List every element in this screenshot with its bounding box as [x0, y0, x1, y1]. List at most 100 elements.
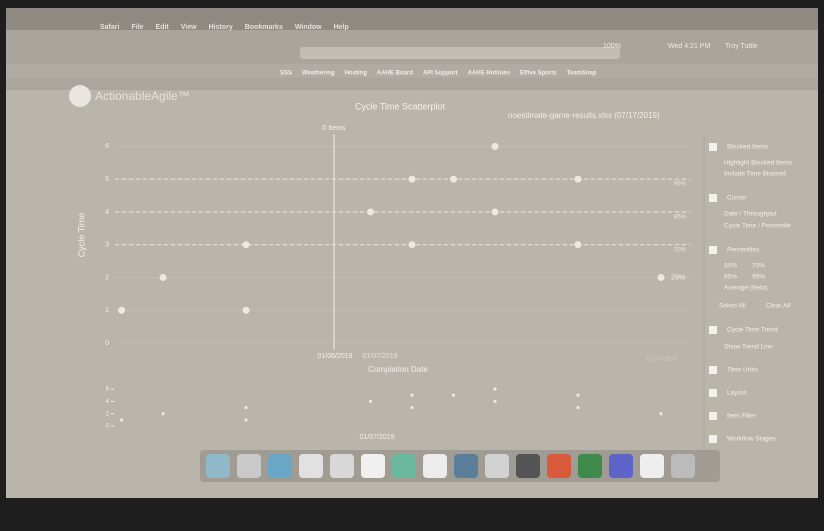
overview-point	[410, 405, 414, 410]
sidebar-icon	[709, 143, 717, 151]
menu-item[interactable]: History	[209, 24, 233, 31]
menu-item[interactable]: File	[131, 24, 143, 31]
logo	[69, 85, 91, 107]
overview-point	[244, 405, 248, 410]
menu-bar	[6, 8, 818, 30]
dock-icon[interactable]	[268, 454, 292, 478]
menu-item[interactable]: Safari	[100, 24, 120, 31]
overview-point	[161, 412, 165, 416]
percentile-label: 95%	[674, 182, 687, 188]
bookmark[interactable]: Hosting	[345, 71, 368, 77]
dock-icon[interactable]	[640, 454, 664, 478]
point[interactable]	[450, 175, 458, 183]
point[interactable]	[242, 241, 250, 249]
sidebar-option[interactable]: Highlight Blocked Items	[724, 160, 793, 167]
dock-icon[interactable]	[392, 454, 416, 478]
menu-item[interactable]: Window	[295, 24, 322, 31]
y-tick-label: 0	[105, 340, 109, 347]
sidebar-option[interactable]: 50%	[724, 263, 737, 270]
dock-icon[interactable]	[547, 454, 571, 478]
sidebar-option[interactable]: 95%	[752, 274, 765, 281]
chart-title[interactable]: Cycle Time Scatterplot	[355, 101, 446, 111]
sidebar-heading[interactable]: Cursor	[727, 195, 747, 202]
dock-icon[interactable]	[671, 454, 695, 478]
menu-item[interactable]: Help	[334, 24, 349, 31]
point[interactable]	[574, 175, 582, 183]
overview-point	[576, 393, 580, 397]
dock-icon[interactable]	[485, 454, 509, 478]
menu-item[interactable]: Bookmarks	[245, 24, 283, 31]
sidebar-option[interactable]: Cycle Time / Percentile	[724, 223, 791, 230]
dock-icon[interactable]	[454, 454, 478, 478]
overview-point	[244, 418, 248, 422]
sidebar-heading[interactable]: Layout	[727, 390, 747, 397]
dock-icon[interactable]	[237, 454, 261, 478]
dock-icon[interactable]	[609, 454, 633, 478]
point[interactable]	[118, 306, 126, 314]
sidebar-icon	[709, 326, 717, 334]
point[interactable]	[242, 306, 250, 314]
sidebar-option[interactable]: Include Time Blocked	[724, 171, 786, 178]
bookmark[interactable]: AAHE Hotlines	[468, 71, 511, 77]
overview-tick-label: 2	[106, 411, 110, 417]
sidebar-option[interactable]: Average (Beta)	[724, 285, 768, 292]
status-clock: Wed 4:21 PM	[668, 43, 710, 50]
percentile-label: 85%	[674, 215, 687, 221]
bookmark[interactable]: Weathering	[302, 71, 335, 77]
overview-point	[659, 412, 663, 416]
sidebar-option[interactable]: 70%	[752, 263, 765, 270]
point[interactable]	[367, 208, 375, 216]
point[interactable]	[574, 241, 582, 249]
bookmark[interactable]: TeamSnap	[567, 71, 597, 77]
point[interactable]	[159, 273, 167, 281]
end-date: 01/14/2019	[647, 357, 678, 363]
bookmark[interactable]: SSS	[280, 71, 292, 77]
sidebar-option[interactable]: Date / Throughput	[724, 211, 776, 218]
point[interactable]	[491, 142, 499, 150]
overview-point	[119, 418, 124, 422]
item-count: 0 Items	[323, 125, 346, 132]
cursor-date: 01/07/2019	[362, 353, 397, 360]
dock-icon[interactable]	[299, 454, 323, 478]
cursor-date: 01/06/2019	[317, 353, 352, 360]
sidebar-icon	[709, 246, 717, 254]
point[interactable]	[408, 175, 416, 183]
dock-icon[interactable]	[578, 454, 602, 478]
sidebar-option[interactable]: Show Trend Line	[724, 344, 773, 351]
dock-icon[interactable]	[361, 454, 385, 478]
sidebar-option[interactable]: Clear All	[766, 303, 791, 310]
bookmark[interactable]: Elfive Sports	[520, 71, 557, 77]
overview-point	[493, 399, 497, 403]
sidebar-heading[interactable]: Time Units	[727, 367, 759, 374]
overview-tick-label: 0	[106, 424, 110, 430]
sidebar-heading[interactable]: Blocked Items	[727, 144, 769, 151]
sidebar-heading[interactable]: Workflow Stages	[727, 436, 776, 443]
y-tick-label: 4	[105, 209, 109, 216]
point[interactable]	[491, 208, 499, 216]
y-tick-label: 6	[105, 143, 109, 150]
bookmarks-bar	[6, 64, 818, 78]
overview-point	[451, 393, 456, 397]
menu-item[interactable]: View	[181, 24, 197, 31]
sidebar-option[interactable]: Select All	[719, 303, 746, 310]
sidebar-option[interactable]: 85%	[724, 274, 737, 281]
sidebar-heading[interactable]: Percentiles	[727, 247, 760, 254]
dock-icon[interactable]	[330, 454, 354, 478]
sidebar-heading[interactable]: Item Filter	[727, 413, 757, 420]
sidebar-heading[interactable]: Cycle Time Trend	[727, 327, 778, 334]
y-tick-label: 1	[105, 307, 109, 314]
dock-icon[interactable]	[516, 454, 540, 478]
bookmark[interactable]: API Support	[423, 71, 458, 77]
y-tick-label: 5	[105, 176, 109, 183]
point[interactable]	[657, 273, 665, 281]
point-label: 29%	[671, 274, 685, 281]
dock-icon[interactable]	[206, 454, 230, 478]
status-battery: 100%	[603, 43, 621, 50]
dock-icon[interactable]	[423, 454, 447, 478]
point[interactable]	[408, 241, 416, 249]
overview-tick-label: 6	[106, 387, 110, 393]
bookmark[interactable]: AAHE Board	[377, 71, 413, 77]
menu-item[interactable]: Edit	[156, 24, 170, 31]
tab-bar	[6, 78, 818, 90]
